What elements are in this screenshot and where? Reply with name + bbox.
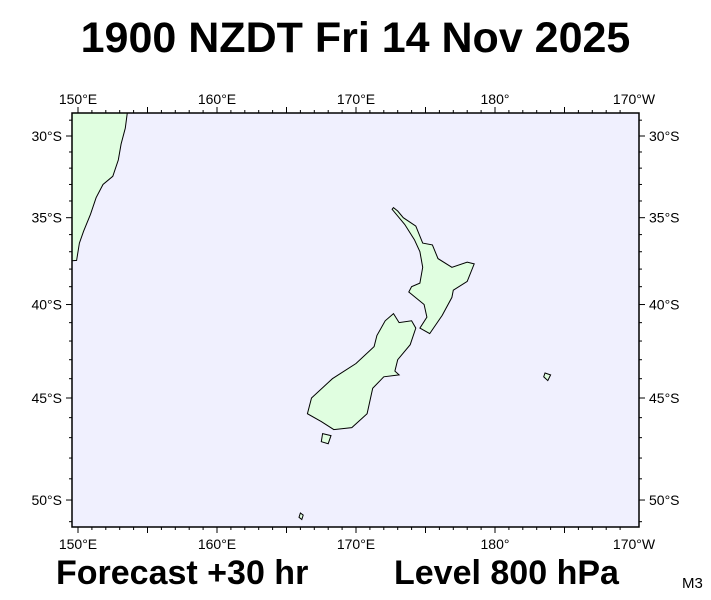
lon-tick-label: 160°E	[198, 536, 236, 552]
lon-tick-label: 170°E	[337, 91, 375, 107]
lat-tick-label: 35°S	[649, 210, 680, 226]
lon-tick-label: 170°E	[337, 536, 375, 552]
lon-tick-label: 170°W	[613, 536, 656, 552]
lat-tick-label: 30°S	[31, 128, 62, 144]
south-island-land	[306, 312, 417, 431]
north-island-land	[391, 206, 475, 335]
lon-tick-label: 170°W	[613, 91, 656, 107]
chatham-islands-land	[543, 372, 552, 382]
lon-tick-label: 150°E	[59, 536, 97, 552]
forecast-label: Forecast +30 hr	[56, 554, 309, 592]
lat-tick-label: 40°S	[649, 297, 680, 313]
level-label: Level 800 hPa	[394, 554, 619, 592]
auckland-islands-land	[298, 512, 304, 521]
lat-tick-label: 40°S	[31, 297, 62, 313]
lon-tick-label: 180°	[481, 91, 510, 107]
lon-tick-label: 150°E	[59, 91, 97, 107]
map-title: 1900 NZDT Fri 14 Nov 2025	[80, 14, 631, 62]
lat-tick-label: 50°S	[649, 492, 680, 508]
australia-land	[72, 113, 128, 262]
lon-tick-label: 180°	[481, 536, 510, 552]
lat-tick-label: 35°S	[31, 210, 62, 226]
lat-tick-label: 30°S	[649, 128, 680, 144]
ocean	[72, 113, 639, 527]
lon-tick-label: 160°E	[198, 91, 236, 107]
model-code: M3	[682, 575, 703, 592]
lat-tick-label: 50°S	[31, 492, 62, 508]
lat-tick-label: 45°S	[649, 390, 680, 406]
stewart-island-land	[320, 432, 332, 445]
lat-tick-label: 45°S	[31, 390, 62, 406]
